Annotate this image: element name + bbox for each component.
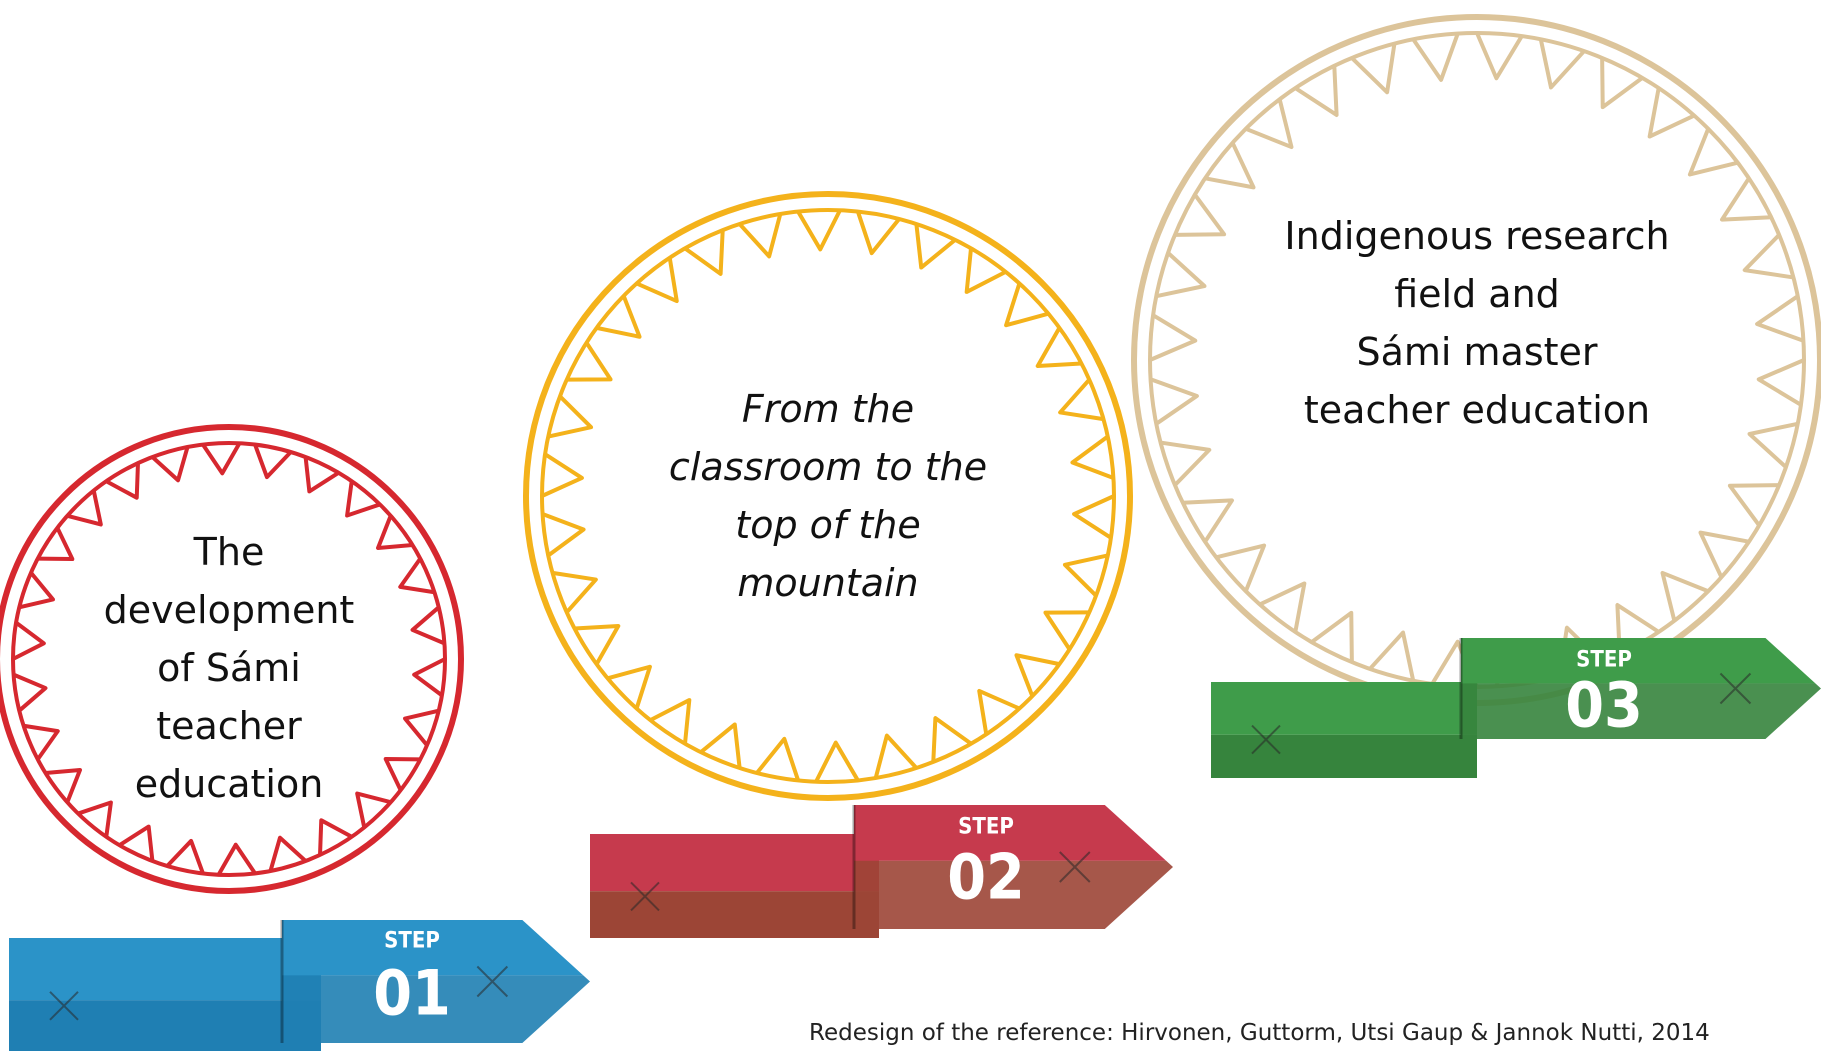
circle-text: field and <box>1394 272 1560 316</box>
circle-text: mountain <box>737 561 918 605</box>
circle-text: Sámi master <box>1356 330 1597 374</box>
banner-back-top <box>590 834 879 891</box>
step-number: 03 <box>1565 669 1643 742</box>
step-number: 01 <box>373 957 451 1030</box>
reference: Redesign of the reference: Hirvonen, Gut… <box>809 1020 1710 1046</box>
step-label: STEP <box>958 815 1014 840</box>
circle-text: education <box>135 762 324 806</box>
banner-back-bottom <box>1211 735 1477 778</box>
circle-text: teacher <box>156 704 302 748</box>
banner-back-bottom <box>590 891 879 938</box>
banner-back-bottom <box>9 1000 321 1051</box>
banner-back-top <box>1211 682 1477 735</box>
circle-frame-inner <box>542 210 1114 782</box>
circle-text: teacher education <box>1304 388 1650 432</box>
slide: Redesign of the reference: Hirvonen, Gut… <box>0 0 1821 1051</box>
circle-text: classroom to the <box>669 445 987 489</box>
circle-text: top of the <box>735 503 920 547</box>
step-label: STEP <box>384 929 440 954</box>
banner-back-top <box>9 938 321 1000</box>
circle-text: Indigenous research <box>1284 214 1669 258</box>
circle-text: development <box>104 588 355 632</box>
circle-text: The <box>194 530 265 574</box>
step-number: 02 <box>947 841 1025 914</box>
zigzag <box>542 210 1114 781</box>
circle-text: From the <box>742 387 914 431</box>
circle-text: of Sámi <box>157 646 301 690</box>
circle-frame <box>526 194 1130 798</box>
